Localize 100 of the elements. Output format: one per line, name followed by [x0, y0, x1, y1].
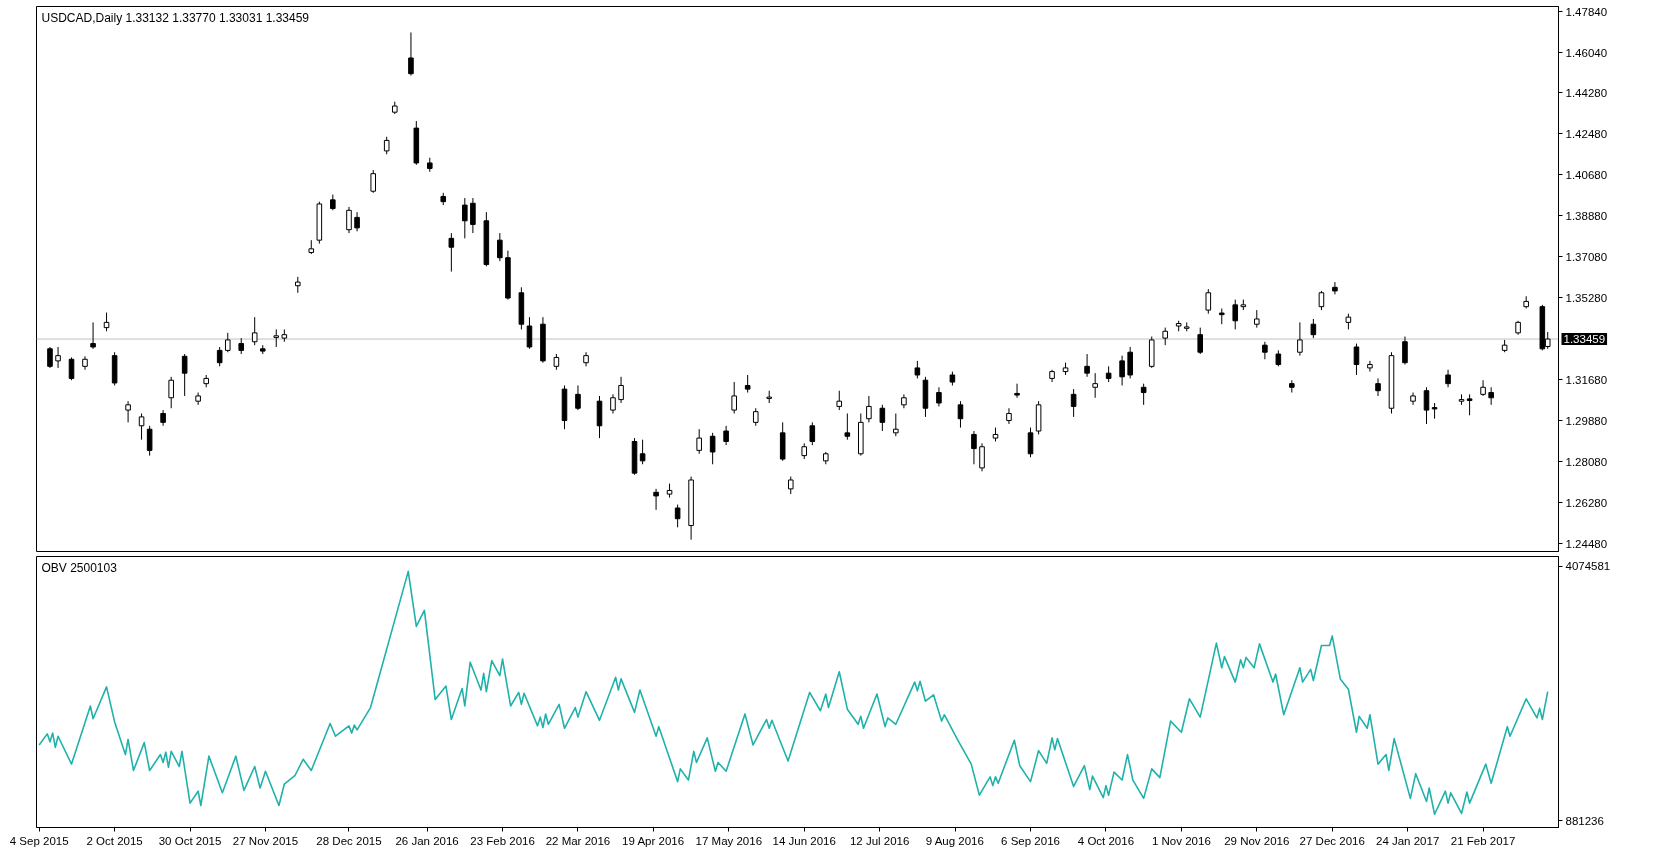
- candlestick: [979, 442, 985, 472]
- candlestick: [526, 316, 533, 350]
- candlestick: [836, 390, 843, 411]
- x-tick-label: 26 Jan 2016: [395, 834, 459, 847]
- candlestick: [82, 355, 88, 371]
- x-tick-label: 6 Sep 2016: [1001, 834, 1060, 847]
- candlestick: [370, 169, 377, 194]
- y-tick-label: 881236: [1565, 814, 1604, 827]
- candlestick: [1084, 353, 1090, 378]
- y-tick-label: 1.38880: [1565, 209, 1608, 222]
- candlestick: [1232, 299, 1239, 330]
- candlestick: [639, 439, 646, 465]
- candlestick: [1092, 372, 1098, 399]
- y-tick-label: 1.29880: [1565, 414, 1608, 427]
- candlestick: [674, 504, 681, 528]
- candlestick: [1197, 327, 1204, 355]
- x-tick-label: 29 Nov 2016: [1224, 834, 1290, 847]
- line-series: [38, 570, 1549, 816]
- candlestick: [90, 321, 96, 350]
- ref-line-label: 1.33459: [1563, 333, 1606, 346]
- candlestick: [138, 412, 145, 441]
- y-tick-label: 1.47840: [1565, 5, 1608, 18]
- x-tick-label: 14 Jun 2016: [772, 834, 836, 847]
- x-tick-label: 30 Oct 2015: [158, 834, 222, 847]
- candlestick: [354, 211, 360, 232]
- candlestick: [1027, 427, 1034, 458]
- y-tick-label: 1.44280: [1565, 86, 1608, 99]
- candlestick: [146, 425, 153, 457]
- y-tick-label: 1.28080: [1565, 455, 1608, 468]
- x-tick-label: 12 Jul 2016: [849, 834, 910, 847]
- candlestick: [1262, 341, 1268, 360]
- y-tick-label: 1.31680: [1565, 373, 1608, 386]
- y-tick-label: 1.40680: [1565, 168, 1608, 181]
- candlestick: [709, 432, 716, 465]
- x-tick-label: 4 Oct 2016: [1077, 834, 1135, 847]
- candlestick: [470, 197, 476, 234]
- x-tick-label: 24 Jan 2017: [1375, 834, 1440, 847]
- x-tick-label: 27 Dec 2016: [1299, 834, 1365, 847]
- candlestick: [168, 376, 174, 409]
- x-tick-label: 2 Oct 2015: [86, 834, 143, 847]
- candlestick: [47, 346, 53, 369]
- candlestick: [1318, 290, 1325, 311]
- candlestick: [936, 386, 942, 407]
- candlestick: [1014, 383, 1020, 399]
- x-tick-label: 19 Apr 2016: [622, 834, 685, 847]
- candlestick: [723, 425, 729, 446]
- candlestick: [893, 412, 899, 437]
- candlestick: [610, 393, 616, 414]
- candlestick: [346, 206, 352, 234]
- y-tick-label: 4074581: [1565, 560, 1611, 573]
- candlestick: [224, 332, 231, 353]
- candlestick: [1119, 355, 1125, 386]
- candlestick: [653, 488, 659, 511]
- x-tick-label: 1 Nov 2016: [1151, 834, 1211, 847]
- candlestick: [1297, 321, 1303, 357]
- chart-title: OBV 2500103: [41, 560, 118, 575]
- candlestick: [1423, 386, 1430, 425]
- candlestick: [1140, 383, 1147, 406]
- x-tick-label: 21 Feb 2017: [1450, 834, 1516, 847]
- candlestick: [618, 376, 624, 404]
- x-tick-label: 27 Nov 2015: [232, 834, 299, 847]
- candlestick: [1367, 360, 1373, 373]
- y-tick-label: 1.46040: [1565, 46, 1608, 59]
- x-tick-label: 9 Aug 2016: [925, 834, 984, 847]
- x-tick-label: 4 Sep 2015: [9, 834, 69, 847]
- candlestick: [125, 400, 131, 423]
- candlestick: [1205, 288, 1212, 315]
- chart-title: USDCAD,Daily 1.33132 1.33770 1.33031 1.33459: [41, 10, 310, 25]
- candlestick: [1375, 377, 1381, 397]
- candlestick: [462, 197, 468, 239]
- candlestick: [844, 412, 851, 441]
- candlestick: [971, 430, 977, 465]
- candlestick: [68, 356, 75, 381]
- candlestick: [1332, 281, 1338, 295]
- x-tick-label: 22 Mar 2016: [545, 834, 611, 847]
- candlestick: [251, 316, 258, 346]
- candlestick: [181, 353, 188, 397]
- candlestick: [497, 232, 503, 262]
- candlestick: [216, 346, 223, 367]
- x-tick-label: 28 Dec 2015: [316, 834, 382, 847]
- candlestick: [957, 400, 964, 429]
- y-tick-label: 1.26280: [1565, 496, 1608, 509]
- candlestick: [575, 384, 581, 411]
- y-tick-label: 1.42480: [1565, 127, 1608, 140]
- candlestick: [1480, 379, 1486, 397]
- candlestick: [1006, 407, 1012, 425]
- candlestick: [408, 31, 414, 77]
- candlestick: [1070, 388, 1077, 418]
- candlestick: [1402, 336, 1408, 366]
- candlestick: [866, 395, 872, 423]
- candlestick: [448, 232, 455, 273]
- x-tick-label: 17 May 2016: [695, 834, 763, 847]
- candlestick: [696, 428, 702, 455]
- x-tick-label: 23 Feb 2016: [470, 834, 535, 847]
- y-tick-label: 1.37080: [1565, 250, 1608, 263]
- candlestick: [731, 381, 737, 414]
- candlestick: [1353, 343, 1360, 376]
- candlestick: [55, 346, 61, 369]
- candlestick: [1310, 318, 1317, 339]
- y-tick-label: 1.24480: [1565, 537, 1608, 550]
